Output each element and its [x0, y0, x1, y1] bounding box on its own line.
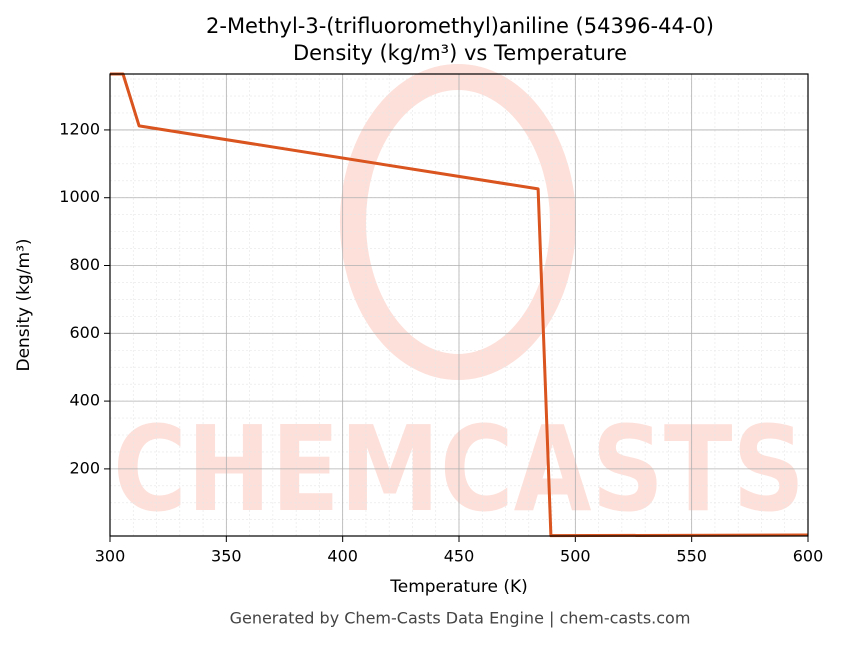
x-tick-label: 350 [211, 547, 242, 566]
footer: Generated by Chem-Casts Data Engine | ch… [230, 609, 691, 628]
x-tick-label: 600 [793, 547, 824, 566]
y-axis-label: Density (kg/m³) [14, 238, 34, 371]
x-axis-label: Temperature (K) [389, 577, 528, 597]
x-tick-label: 400 [327, 547, 358, 566]
chart-title: 2-Methyl-3-(trifluoromethyl)aniline (543… [206, 14, 714, 38]
x-tick-label: 500 [560, 547, 591, 566]
y-tick-label: 800 [69, 255, 100, 274]
watermark-logo [340, 64, 576, 380]
x-tick-label: 450 [444, 547, 475, 566]
y-tick-label: 1000 [59, 187, 100, 206]
y-tick-label: 600 [69, 323, 100, 342]
y-tick-label: 400 [69, 391, 100, 410]
x-tick-label: 550 [676, 547, 707, 566]
chart-subtitle: Density (kg/m³) vs Temperature [293, 41, 627, 65]
y-tick-label: 200 [69, 458, 100, 477]
y-tick-label: 1200 [59, 119, 100, 138]
plot-frame [109, 73, 809, 537]
x-tick-label: 300 [95, 547, 126, 566]
